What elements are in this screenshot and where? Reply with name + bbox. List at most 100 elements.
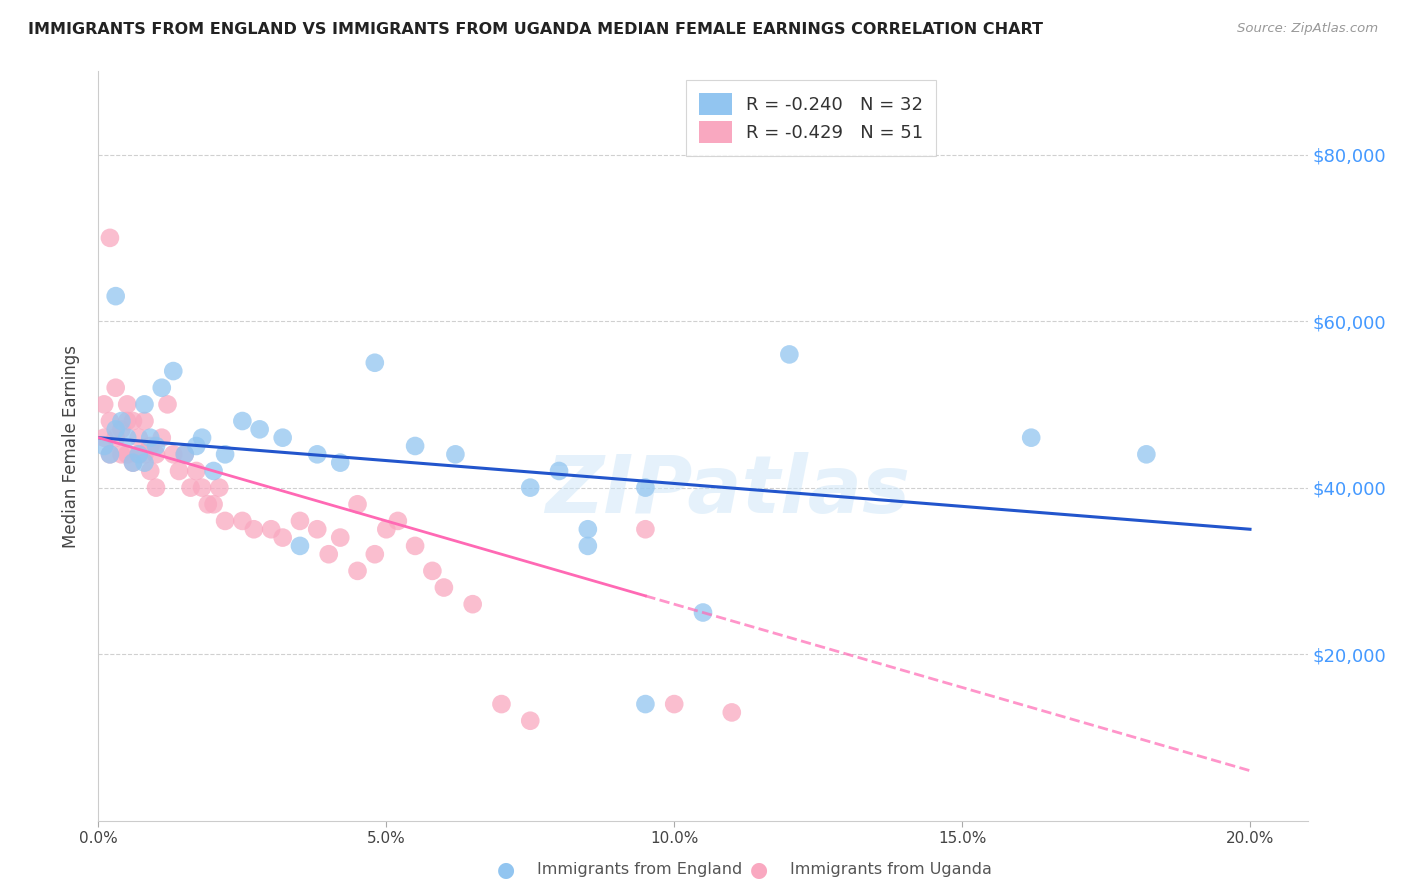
Point xyxy=(115,447,138,461)
Point xyxy=(208,481,231,495)
Point xyxy=(93,431,115,445)
Point xyxy=(444,447,467,461)
Text: Immigrants from England: Immigrants from England xyxy=(537,863,742,877)
Point xyxy=(110,447,132,461)
Point xyxy=(202,464,225,478)
Point xyxy=(191,431,214,445)
Point xyxy=(104,289,127,303)
Point xyxy=(134,397,156,411)
Point xyxy=(519,481,541,495)
Point xyxy=(134,456,156,470)
Text: Source: ZipAtlas.com: Source: ZipAtlas.com xyxy=(1237,22,1378,36)
Point xyxy=(404,539,426,553)
Point xyxy=(104,431,127,445)
Point xyxy=(139,464,162,478)
Point xyxy=(249,422,271,436)
Legend: R = -0.240   N = 32, R = -0.429   N = 51: R = -0.240 N = 32, R = -0.429 N = 51 xyxy=(686,80,936,156)
Point xyxy=(318,547,340,561)
Point xyxy=(104,422,127,436)
Point xyxy=(491,697,513,711)
Point xyxy=(576,539,599,553)
Point xyxy=(364,356,387,370)
Point xyxy=(548,464,571,478)
Point xyxy=(202,497,225,511)
Point xyxy=(115,414,138,428)
Point xyxy=(180,481,202,495)
Point xyxy=(115,397,138,411)
Point xyxy=(162,447,184,461)
Point xyxy=(243,522,266,536)
Point xyxy=(139,431,162,445)
Point xyxy=(110,414,132,428)
Point xyxy=(346,564,368,578)
Point xyxy=(778,347,800,361)
Point xyxy=(156,397,179,411)
Point xyxy=(519,714,541,728)
Point xyxy=(167,464,190,478)
Point xyxy=(128,447,150,461)
Point xyxy=(1135,447,1157,461)
Text: IMMIGRANTS FROM ENGLAND VS IMMIGRANTS FROM UGANDA MEDIAN FEMALE EARNINGS CORRELA: IMMIGRANTS FROM ENGLAND VS IMMIGRANTS FR… xyxy=(28,22,1043,37)
Point xyxy=(145,481,167,495)
Point xyxy=(122,456,145,470)
Point xyxy=(98,231,121,245)
Point xyxy=(162,364,184,378)
Point xyxy=(186,464,208,478)
Point xyxy=(634,522,657,536)
Point xyxy=(93,397,115,411)
Point xyxy=(307,522,329,536)
Point xyxy=(122,456,145,470)
Point xyxy=(271,531,294,545)
Point xyxy=(145,447,167,461)
Point xyxy=(145,439,167,453)
Point xyxy=(214,514,236,528)
Point xyxy=(288,514,311,528)
Point xyxy=(634,697,657,711)
Text: Immigrants from Uganda: Immigrants from Uganda xyxy=(790,863,993,877)
Point xyxy=(664,697,686,711)
Point xyxy=(186,439,208,453)
Point xyxy=(115,431,138,445)
Point xyxy=(98,414,121,428)
Point xyxy=(139,439,162,453)
Point xyxy=(260,522,283,536)
Point xyxy=(197,497,219,511)
Point xyxy=(191,481,214,495)
Point xyxy=(214,447,236,461)
Point xyxy=(173,447,195,461)
Point xyxy=(720,706,742,720)
Point xyxy=(128,447,150,461)
Point xyxy=(134,414,156,428)
Point xyxy=(134,447,156,461)
Point xyxy=(375,522,398,536)
Point xyxy=(231,514,253,528)
Text: ZIPatlas: ZIPatlas xyxy=(544,452,910,530)
Point xyxy=(433,581,456,595)
Point xyxy=(329,531,352,545)
Point xyxy=(364,547,387,561)
Point xyxy=(110,422,132,436)
Point xyxy=(173,447,195,461)
Point xyxy=(271,431,294,445)
Point xyxy=(329,456,352,470)
Point xyxy=(1019,431,1042,445)
Point xyxy=(128,431,150,445)
Point xyxy=(634,481,657,495)
Point xyxy=(150,381,173,395)
Point xyxy=(98,447,121,461)
Text: ●: ● xyxy=(751,860,768,880)
Point xyxy=(98,447,121,461)
Point xyxy=(93,439,115,453)
Point xyxy=(576,522,599,536)
Text: ●: ● xyxy=(498,860,515,880)
Point xyxy=(150,431,173,445)
Point xyxy=(387,514,409,528)
Point xyxy=(404,439,426,453)
Point xyxy=(122,414,145,428)
Point xyxy=(692,606,714,620)
Point xyxy=(422,564,444,578)
Point xyxy=(231,414,253,428)
Y-axis label: Median Female Earnings: Median Female Earnings xyxy=(62,344,80,548)
Point xyxy=(461,597,484,611)
Point xyxy=(307,447,329,461)
